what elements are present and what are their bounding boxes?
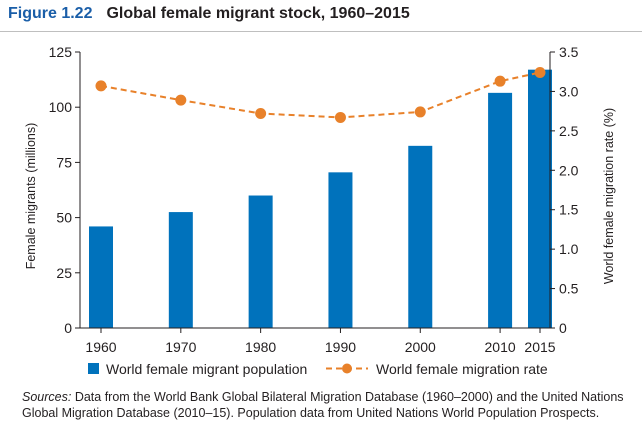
x-tick-label: 1960 [85,339,116,355]
legend-bar-label: World female migrant population [106,361,307,377]
source-note: Sources: Data from the World Bank Global… [22,389,632,421]
labels-layer: 0 25 50 75 100 125 0 0.5 1.0 1.5 2.0 2.5 3.0 3.5 1960 1… [24,44,616,355]
rate-point-2010 [494,75,506,87]
right-tick-label: 1.5 [559,202,579,218]
y2-axis-title: World female migration rate (%) [602,108,616,284]
bar-1960 [89,226,113,328]
legend-line-label: World female migration rate [376,361,548,377]
x-tick-label: 1980 [245,339,276,355]
figure-title-row: Figure 1.22 Global female migrant stock, … [8,5,410,29]
title-divider [0,31,642,32]
x-tick-label: 1970 [165,339,196,355]
right-tick-label: 2.5 [559,123,579,139]
right-tick-label: 0 [559,320,567,336]
x-tick-label: 2015 [524,339,555,355]
right-tick-label: 3.0 [559,83,579,99]
bar-2015 [528,69,552,328]
rate-point-2015 [534,67,546,79]
axes-layer [75,51,555,333]
x-tick-label: 1990 [325,339,356,355]
bar-1990 [328,172,353,328]
rate-point-1980 [255,108,267,120]
bar-1970 [168,212,193,328]
left-tick-label: 50 [56,210,72,226]
legend-line-marker [342,363,352,374]
left-tick-label: 75 [56,154,72,170]
legend-bar-swatch [88,363,99,374]
x-tick-label: 2000 [405,339,436,355]
right-tick-label: 2.0 [559,162,579,178]
figure-title: Global female migrant stock, 1960–2015 [106,5,410,22]
legend: World female migrant population World fem… [88,361,548,377]
source-label: Sources: [22,390,72,404]
left-tick-label: 25 [56,265,72,281]
right-tick-label: 1.0 [559,241,579,257]
migration-chart: 0 25 50 75 100 125 0 0.5 1.0 1.5 2.0 2.5 3.0 3.5 1960 1… [24,44,616,377]
x-tick-label: 2010 [485,339,516,355]
left-tick-label: 0 [64,320,72,336]
right-tick-label: 3.5 [559,44,579,60]
rate-point-2000 [414,106,426,118]
source-text: Data from the World Bank Global Bilatera… [22,390,624,420]
bar-1980 [248,195,273,328]
rate-point-1970 [175,94,187,106]
figure-label: Figure 1.22 [8,5,93,22]
bar-2000 [408,145,433,328]
bar-2010 [488,92,513,329]
left-tick-label: 100 [49,99,73,115]
right-tick-label: 0.5 [559,281,579,297]
bars-layer [89,69,552,329]
y-axis-title: Female migrants (millions) [24,123,38,270]
rate-line [100,71,541,119]
rate-point-1990 [334,111,346,123]
left-tick-label: 125 [49,44,73,60]
rate-point-1960 [95,80,107,92]
rate-line-layer [95,67,546,123]
